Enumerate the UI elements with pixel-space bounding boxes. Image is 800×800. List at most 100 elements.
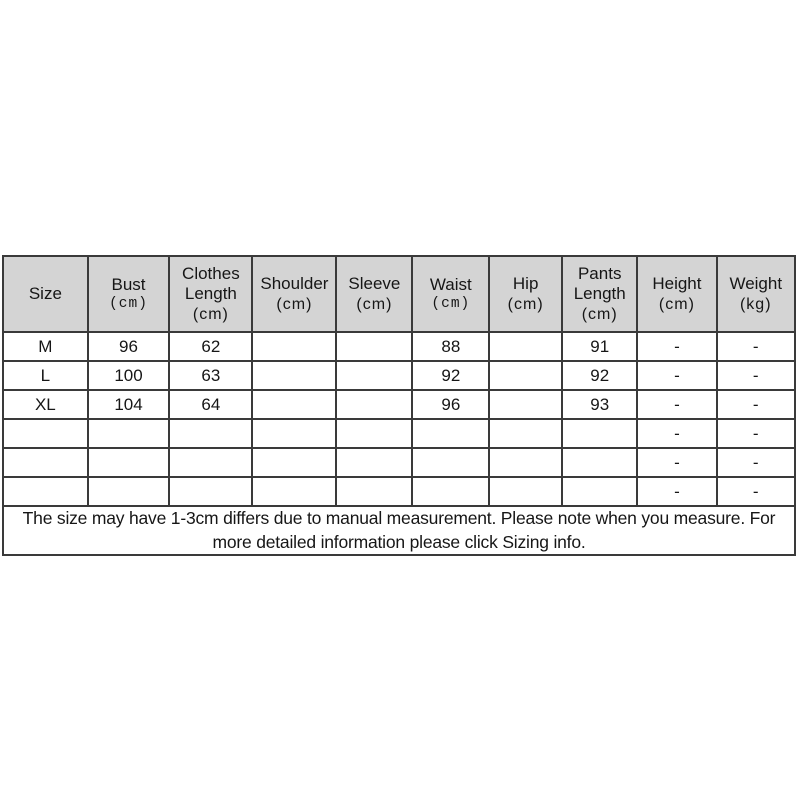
table-cell: - [636, 418, 718, 449]
table-cell: 91 [561, 331, 639, 362]
column-unit: (cm) [276, 295, 313, 313]
table-cell: 100 [86, 360, 171, 391]
table-cell [335, 389, 414, 420]
column-label: Clothes Length [182, 263, 240, 304]
column-header-weight: Weight (kg) [715, 255, 797, 333]
note-row: The size may have 1-3cm differs due to m… [2, 504, 796, 557]
column-unit: (cm) [507, 295, 544, 313]
table-cell [411, 476, 491, 507]
table-cell [86, 418, 171, 449]
table-cell [488, 360, 564, 391]
table-cell: 92 [411, 360, 491, 391]
table-cell [335, 447, 414, 478]
table-cell: 62 [168, 331, 254, 362]
column-label: Sleeve [348, 273, 401, 293]
column-label: Waist [429, 274, 472, 294]
column-label: Bust [111, 274, 146, 294]
table-cell [2, 418, 89, 449]
table-row: XL 104 64 96 93- - [2, 389, 797, 420]
table-cell: XL [2, 389, 89, 420]
table-cell: 96 [411, 389, 491, 420]
table-cell: - [715, 331, 797, 362]
table-cell [2, 447, 89, 478]
column-unit: (cm) [581, 305, 618, 323]
table-cell [335, 331, 414, 362]
column-label: Hip [512, 273, 539, 293]
column-header-clothes-length: Clothes Length (cm) [168, 255, 254, 333]
table-cell [488, 447, 564, 478]
column-unit: (kg) [739, 295, 772, 313]
table-cell: - [636, 360, 718, 391]
table-row: -- [2, 418, 797, 449]
table-cell: - [715, 418, 797, 449]
table-cell [2, 476, 89, 507]
table-cell [488, 418, 564, 449]
table-cell: M [2, 331, 89, 362]
table-cell: - [715, 360, 797, 391]
column-header-size: Size [2, 255, 89, 333]
table-cell [251, 476, 338, 507]
table-cell: - [715, 447, 797, 478]
size-chart: Size Bust (cm) Clothes Length (cm) Shoulder (c… [2, 255, 797, 557]
column-header-pants-length: Pants Length (cm) [561, 255, 639, 333]
measurement-note: The size may have 1-3cm differs due to m… [2, 504, 796, 557]
column-unit: (cm) [431, 295, 471, 312]
table-row: -- [2, 447, 797, 478]
table-cell: 92 [561, 360, 639, 391]
table-cell [335, 418, 414, 449]
table-cell: 64 [168, 389, 254, 420]
column-label: Weight [729, 273, 783, 293]
table-cell: - [715, 389, 797, 420]
table-cell [411, 418, 491, 449]
table-cell [488, 331, 564, 362]
table-cell [251, 418, 338, 449]
table-cell [251, 360, 338, 391]
column-header-bust: Bust (cm) [86, 255, 171, 333]
table-cell: 104 [86, 389, 171, 420]
table-cell [335, 476, 414, 507]
size-chart-table: Size Bust (cm) Clothes Length (cm) Shoulder (c… [2, 255, 797, 557]
column-unit: (cm) [109, 295, 148, 312]
table-cell [86, 447, 171, 478]
column-label: Shoulder [260, 273, 329, 293]
header-row: Size Bust (cm) Clothes Length (cm) Shoulder (c… [2, 255, 797, 333]
table-cell [561, 418, 639, 449]
table-cell [251, 447, 338, 478]
column-unit: (cm) [356, 295, 393, 313]
table-cell [251, 389, 338, 420]
table-cell [86, 476, 171, 507]
table-cell [561, 476, 639, 507]
table-cell [168, 447, 254, 478]
column-header-hip: Hip (cm) [488, 255, 564, 333]
column-label: Height [652, 273, 702, 293]
table-row: L 100 63 92 92- - [2, 360, 797, 391]
table-cell: 63 [168, 360, 254, 391]
table-cell: 93 [561, 389, 639, 420]
column-unit: (cm) [658, 295, 695, 313]
table-cell: - [636, 389, 718, 420]
table-cell: - [636, 476, 718, 507]
table-row: M 96 62 88 91- - [2, 331, 797, 362]
table-cell [168, 418, 254, 449]
column-label: Pants Length [573, 263, 626, 304]
table-cell: L [2, 360, 89, 391]
table-cell [488, 476, 564, 507]
table-cell [251, 331, 338, 362]
column-label: Size [28, 283, 62, 303]
table-cell: - [636, 331, 718, 362]
column-unit: (cm) [192, 305, 229, 323]
table-cell: 88 [411, 331, 491, 362]
column-header-waist: Waist (cm) [411, 255, 491, 333]
table-cell [335, 360, 414, 391]
table-cell [411, 447, 491, 478]
table-cell: 96 [86, 331, 171, 362]
table-cell [488, 389, 564, 420]
table-cell: - [636, 447, 718, 478]
table-row: -- [2, 476, 797, 507]
table-cell: - [715, 476, 797, 507]
table-cell [168, 476, 254, 507]
column-header-sleeve: Sleeve (cm) [335, 255, 414, 333]
column-header-shoulder: Shoulder (cm) [251, 255, 338, 333]
column-header-height: Height (cm) [636, 255, 718, 333]
table-cell [561, 447, 639, 478]
